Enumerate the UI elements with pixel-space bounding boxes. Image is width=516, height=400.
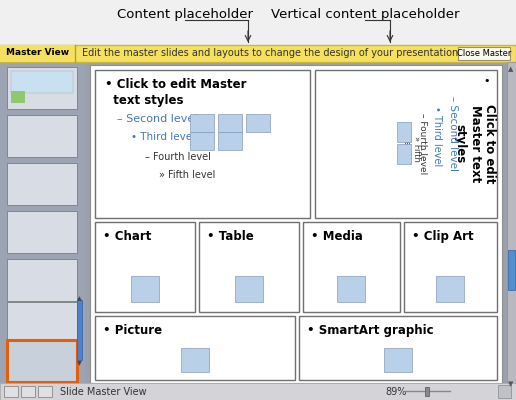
- Text: Click to edit
Master text
styles: Click to edit Master text styles: [454, 104, 496, 184]
- Text: • Media: • Media: [311, 230, 363, 243]
- Bar: [458, 47, 510, 60]
- Bar: [7, 67, 77, 109]
- Bar: [0, 45, 516, 62]
- Text: • Third level: • Third level: [131, 132, 195, 142]
- Text: – Second level: – Second level: [448, 96, 458, 172]
- Text: – Second level: – Second level: [117, 114, 198, 124]
- Bar: [11, 91, 25, 103]
- Text: • Picture: • Picture: [103, 324, 162, 337]
- Bar: [4, 386, 18, 397]
- Bar: [218, 114, 242, 132]
- Text: Master View: Master View: [6, 48, 69, 57]
- Text: – Fourth level: – Fourth level: [145, 152, 211, 162]
- Bar: [303, 222, 400, 312]
- Text: Vertical content placeholder: Vertical content placeholder: [271, 8, 459, 21]
- Bar: [7, 340, 77, 382]
- Bar: [7, 115, 77, 157]
- Bar: [507, 62, 516, 387]
- Text: ▲: ▲: [76, 296, 82, 301]
- Bar: [0, 0, 516, 45]
- Bar: [397, 122, 411, 142]
- Bar: [0, 383, 516, 400]
- Text: Edit the master slides and layouts to change the design of your presentation.: Edit the master slides and layouts to ch…: [82, 48, 461, 58]
- Text: ▲: ▲: [508, 66, 514, 72]
- Bar: [77, 300, 82, 360]
- Bar: [90, 65, 502, 383]
- Bar: [337, 276, 365, 302]
- Bar: [95, 316, 295, 380]
- Bar: [508, 250, 515, 290]
- Bar: [299, 316, 497, 380]
- Bar: [190, 114, 214, 132]
- Bar: [218, 132, 242, 150]
- Bar: [404, 222, 497, 312]
- Text: – Fourth level: – Fourth level: [418, 113, 427, 175]
- Bar: [95, 70, 310, 218]
- Bar: [7, 163, 77, 205]
- Bar: [199, 222, 299, 312]
- Bar: [384, 348, 412, 372]
- Text: ▼: ▼: [508, 381, 514, 387]
- Text: 89%: 89%: [385, 387, 407, 397]
- Text: Content placeholder: Content placeholder: [117, 8, 253, 21]
- Text: • Third level: • Third level: [432, 106, 442, 166]
- Bar: [21, 386, 35, 397]
- Bar: [246, 114, 270, 132]
- Bar: [397, 144, 411, 164]
- Bar: [235, 276, 263, 302]
- Text: Close Master: Close Master: [457, 49, 511, 58]
- Bar: [0, 62, 85, 387]
- Bar: [7, 302, 77, 344]
- Bar: [315, 70, 497, 218]
- Text: text styles: text styles: [105, 94, 184, 107]
- Bar: [7, 259, 77, 301]
- Text: » Fifth level: » Fifth level: [159, 170, 215, 180]
- Bar: [0, 45, 75, 62]
- Text: • SmartArt graphic: • SmartArt graphic: [307, 324, 433, 337]
- Text: • Chart: • Chart: [103, 230, 151, 243]
- Bar: [181, 348, 209, 372]
- Text: • Clip Art: • Clip Art: [412, 230, 474, 243]
- Bar: [131, 276, 159, 302]
- Text: Slide Master View: Slide Master View: [60, 387, 147, 397]
- Text: • Click to edit Master: • Click to edit Master: [105, 78, 247, 91]
- Bar: [425, 387, 429, 396]
- Bar: [11, 71, 73, 93]
- Bar: [95, 222, 195, 312]
- Bar: [498, 385, 511, 398]
- Bar: [7, 211, 77, 253]
- Text: » Fifth
level: » Fifth level: [401, 136, 421, 162]
- Bar: [38, 386, 52, 397]
- Text: • Table: • Table: [207, 230, 254, 243]
- Text: •: •: [484, 76, 490, 86]
- Bar: [436, 276, 464, 302]
- Bar: [0, 62, 516, 387]
- Bar: [190, 132, 214, 150]
- Text: ▼: ▼: [76, 361, 82, 366]
